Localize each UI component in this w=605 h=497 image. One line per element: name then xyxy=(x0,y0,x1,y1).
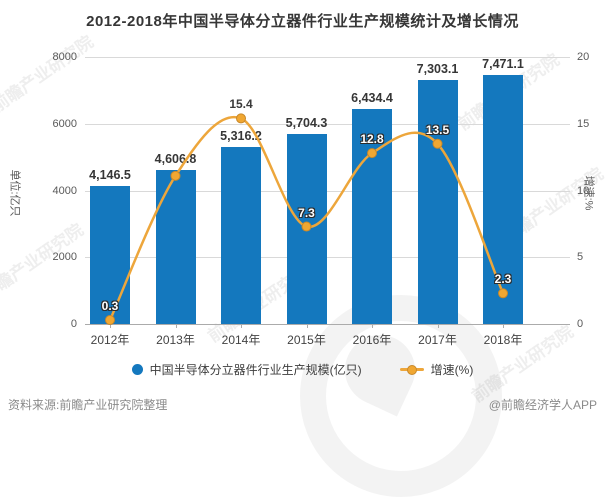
bar-value-label: 7,303.1 xyxy=(416,62,459,77)
bar-value-label: 4,606.8 xyxy=(154,152,197,167)
bar-series-swatch-icon xyxy=(131,364,143,375)
growth-value-label: 7.3 xyxy=(298,205,315,220)
left-axis-tick-label: 0 xyxy=(70,318,77,330)
growth-value-label: 15.4 xyxy=(229,97,253,112)
growth-value-label: 2.3 xyxy=(494,272,512,287)
gridline xyxy=(85,57,570,58)
growth-value-label: 12.8 xyxy=(360,132,384,147)
x-axis-tick xyxy=(110,324,111,328)
x-axis-label-2017年: 2017年 xyxy=(418,333,457,347)
legend: 中国半导体分立器件行业生产规模(亿只) 增速(%) xyxy=(0,361,605,378)
x-axis-tick xyxy=(372,324,373,328)
bar-2014年 xyxy=(221,146,261,324)
right-axis-tick-label: 5 xyxy=(577,251,584,264)
right-axis-tick-label: 10 xyxy=(577,184,590,197)
credit-text: @前瞻经济学人APP xyxy=(488,398,597,412)
right-axis-tick-label: 20 xyxy=(577,51,590,63)
left-axis-tick-label: 6000 xyxy=(52,117,77,130)
x-axis-tick xyxy=(241,324,242,328)
x-axis-tick xyxy=(437,324,439,328)
chart-window: 2012-2018年中国半导体分立器件行业生产规模统计及增长情况 前瞻产业研究院… xyxy=(0,13,605,497)
bar-2015年 xyxy=(286,133,327,324)
bar-value-label: 6,434.4 xyxy=(351,91,393,106)
legend-label-production: 中国半导体分立器件行业生产规模(亿只) xyxy=(149,363,362,377)
x-axis-tick xyxy=(306,324,308,328)
growth-value-label: 13.5 xyxy=(425,122,450,137)
data-source-text: 资料来源:前瞻产业研究院整理 xyxy=(8,398,168,412)
left-axis-tick-label: 4000 xyxy=(52,184,77,197)
right-axis-tick-label: 0 xyxy=(577,318,584,330)
bar-value-label: 5,704.3 xyxy=(285,115,328,130)
bar-2013年 xyxy=(155,170,196,324)
x-axis-label-2013年: 2013年 xyxy=(156,333,195,347)
legend-item-growth[interactable]: 增速(%) xyxy=(399,361,474,378)
legend-item-production[interactable]: 中国半导体分立器件行业生产规模(亿只) xyxy=(131,361,362,378)
legend-label-growth: 增速(%) xyxy=(430,363,474,377)
line-series-swatch-icon xyxy=(399,364,424,375)
growth-value-label: 0.3 xyxy=(101,298,119,313)
bar-2018年 xyxy=(483,74,523,324)
bar-value-label: 7,471.1 xyxy=(482,56,524,71)
x-axis-label-2015年: 2015年 xyxy=(287,333,326,347)
bar-2017年 xyxy=(417,80,458,324)
right-axis-tick-label: 15 xyxy=(577,117,590,130)
bar-value-label: 4,146.5 xyxy=(89,167,131,182)
x-axis-tick xyxy=(503,324,504,328)
chart-title: 2012-2018年中国半导体分立器件行业生产规模统计及增长情况 xyxy=(86,13,519,30)
plot-area: 0 2000 4000 6000 8000 0 5 10 15 20 4,146.5 2012年 4,6… xyxy=(52,51,590,347)
growth-point-2014年 xyxy=(236,113,246,124)
left-axis-tick-label: 2000 xyxy=(52,251,77,264)
x-axis-line xyxy=(85,324,570,325)
x-axis-label-2016年: 2016年 xyxy=(352,333,392,347)
x-axis-label-2012年: 2012年 xyxy=(90,333,130,347)
bar-value-label: 5,316.2 xyxy=(220,128,262,143)
x-axis-tick xyxy=(175,324,177,328)
left-axis-tick-label: 8000 xyxy=(52,51,77,63)
x-axis-label-2014年: 2014年 xyxy=(221,333,261,347)
x-axis-label-2018年: 2018年 xyxy=(483,333,523,347)
